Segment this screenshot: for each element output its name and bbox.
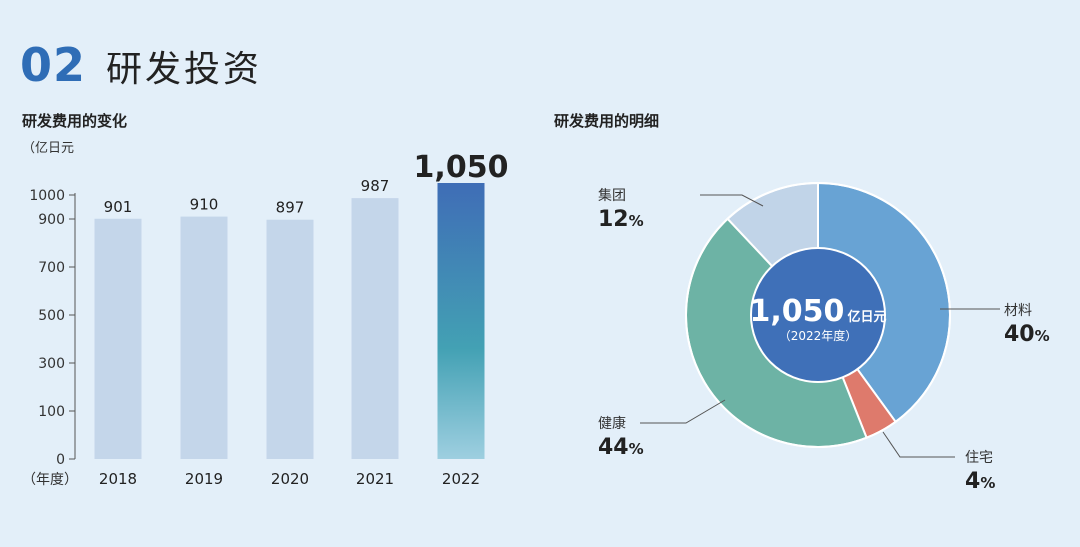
section-title: 研发投资 xyxy=(106,49,263,90)
x-tick-label: 2021 xyxy=(356,470,394,488)
y-tick-label: 100 xyxy=(38,404,65,420)
y-tick-label: 700 xyxy=(38,260,65,276)
donut-center xyxy=(750,247,886,383)
section-header: 02 研发投资 xyxy=(20,38,262,92)
bar-chart: （亿日元 0 100 300 500 700 900 1000 901 2018 910 2019 89… xyxy=(22,141,509,488)
slice-name-label: 住宅 xyxy=(965,450,993,466)
bar-2021 xyxy=(351,198,399,459)
slice-name-label: 健康 xyxy=(598,415,626,432)
section-number: 02 xyxy=(20,38,87,92)
bar-2022 xyxy=(437,183,485,459)
x-tick-label: 2018 xyxy=(99,470,137,488)
y-axis-label: （亿日元 xyxy=(22,141,74,156)
bar-value-label: 987 xyxy=(361,177,390,195)
slice-name-label: 集团 xyxy=(598,187,626,204)
bar-2018 xyxy=(94,218,142,459)
y-tick-label: 0 xyxy=(56,452,65,468)
bar-chart-title: 研发费用的变化 xyxy=(22,112,128,130)
bar-value-label: 897 xyxy=(276,199,305,217)
donut-chart-title: 研发费用的明细 xyxy=(554,112,660,130)
y-tick-label: 300 xyxy=(38,356,65,372)
y-tick-label: 1000 xyxy=(29,188,65,204)
slice-value-label: 44% xyxy=(598,435,644,460)
bar-value-label: 1,050 xyxy=(414,150,509,185)
bar-value-label: 910 xyxy=(190,196,219,214)
y-tick-label: 900 xyxy=(38,212,65,228)
bar-value-label: 901 xyxy=(104,198,133,216)
leader-line xyxy=(700,194,764,207)
bar-2020 xyxy=(266,219,314,459)
y-tick-label: 500 xyxy=(38,308,65,324)
slice-name-label: 材料 xyxy=(1004,303,1032,319)
slice-value-label: 4% xyxy=(965,469,995,494)
x-tick-label: 2019 xyxy=(185,470,223,488)
leader-line xyxy=(882,431,955,458)
donut-outline xyxy=(685,182,951,448)
donut-center-subtitle: （2022年度） xyxy=(779,328,858,343)
x-axis-label: （年度） xyxy=(22,472,78,488)
leader-line xyxy=(640,399,726,424)
x-tick-label: 2020 xyxy=(271,470,309,488)
donut-center-value: 1,050 亿日元 xyxy=(750,294,887,329)
slice-value-label: 40% xyxy=(1004,322,1050,347)
x-tick-label: 2022 xyxy=(442,470,480,488)
bar-2019 xyxy=(180,216,228,459)
slice-value-label: 12% xyxy=(598,207,644,232)
donut-chart: 1,050 亿日元（2022年度） 材料 40% 住宅 4% 健康 44% 集团 12% xyxy=(598,181,1050,494)
